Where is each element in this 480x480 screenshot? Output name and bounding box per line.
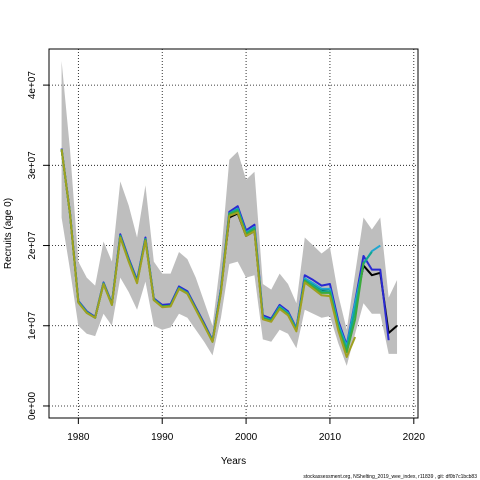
footnote: stockassessment.org, NShelting_2019_wee_… [303, 474, 477, 480]
x-tick-label: 1980 [67, 432, 90, 443]
series-lines [60, 148, 398, 359]
x-tick-label: 2000 [235, 432, 258, 443]
y-tick-label: 0e+00 [27, 391, 38, 420]
x-tick-label: 2010 [319, 432, 342, 443]
series-line-6 [60, 149, 357, 359]
y-tick-label: 3e+07 [27, 151, 38, 180]
y-tick-label: 2e+07 [27, 231, 38, 260]
x-tick-label: 2020 [403, 432, 426, 443]
y-tick-label: 4e+07 [27, 71, 38, 100]
y-tick-label: 1e+07 [27, 311, 38, 340]
y-axis: 0e+00 1e+07 2e+07 3e+07 4e+07 [27, 71, 49, 420]
x-axis-title: Years [221, 456, 246, 467]
y-axis-title: Recruits (age 0) [3, 198, 14, 269]
x-tick-label: 1990 [151, 432, 174, 443]
x-axis: 1980 1990 2000 2010 2020 [67, 418, 425, 443]
plot-frame [48, 48, 419, 419]
